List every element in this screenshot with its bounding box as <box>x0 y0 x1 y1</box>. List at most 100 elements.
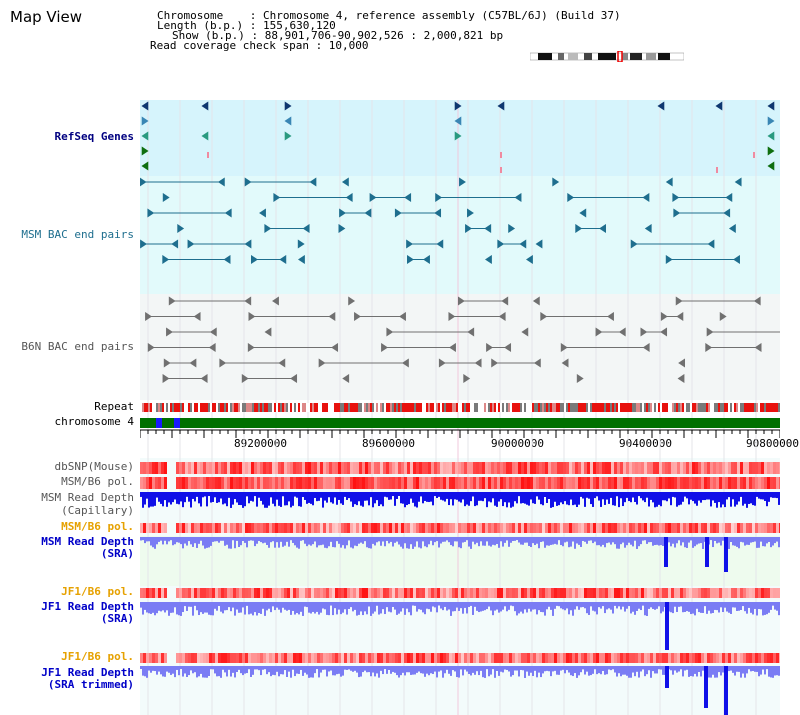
msm-sra-depth <box>198 537 200 544</box>
msm-capillary-depth <box>392 492 394 497</box>
repeat-segment <box>480 403 482 412</box>
msm-sra-depth <box>590 537 592 541</box>
track-label-chromosome[interactable]: chromosome 4 <box>54 415 134 428</box>
jf1-pol-heat <box>188 588 191 598</box>
track-label-jf1-pol[interactable]: JF1/B6 pol. <box>61 585 134 598</box>
jf1-sra-depth <box>464 602 466 608</box>
repeat-segment <box>734 403 736 412</box>
jf1-sra-depth <box>758 602 760 610</box>
dbsnp-heat <box>668 462 671 474</box>
jf1-pol-heat <box>587 588 590 598</box>
msm-pol-sra-heat <box>218 523 221 533</box>
msm-capillary-depth <box>496 492 498 507</box>
msm-capillary-depth <box>776 492 778 499</box>
track-label-msm-depth-capillary[interactable]: MSM Read Depth <box>41 491 134 504</box>
jf1-pol-heat <box>296 588 299 598</box>
dbsnp-heat <box>464 462 467 474</box>
dbsnp-heat <box>737 462 740 474</box>
dbsnp-heat <box>425 462 428 474</box>
repeat-segment <box>338 403 340 412</box>
msm-sra-depth <box>620 537 622 545</box>
msm-pol-sra-heat <box>476 523 479 533</box>
track-label-b6n-bac[interactable]: B6N BAC end pairs <box>21 340 134 353</box>
repeat-segment <box>712 403 714 412</box>
msm-sra-depth <box>310 537 312 546</box>
jf1-pol-heat <box>365 588 368 598</box>
track-label-dbsnp[interactable]: dbSNP(Mouse) <box>54 460 134 473</box>
jf1-sra-trim-depth <box>632 666 634 673</box>
repeat-segment <box>772 403 774 412</box>
repeat-segment <box>266 403 268 412</box>
msm-sra-depth <box>364 537 366 542</box>
msm-capillary-depth <box>186 492 188 497</box>
jf1-pol-trim-heat <box>284 653 287 663</box>
repeat-segment <box>260 403 262 412</box>
msm-sra-depth <box>552 537 554 545</box>
msm-capillary-depth <box>498 492 500 502</box>
msm-pol-sra-heat <box>602 523 605 533</box>
dbsnp-heat <box>716 462 719 474</box>
track-label-msm-pol[interactable]: MSM/B6 pol. <box>61 475 134 488</box>
msm-sra-depth <box>464 537 466 542</box>
msm-pol-sra-heat <box>638 523 641 533</box>
repeat-segment <box>220 403 222 412</box>
msm-pol-sra-heat <box>434 523 437 533</box>
track-label-jf1-depth[interactable]: JF1 Read Depth <box>41 600 134 613</box>
msm-pol-sra-heat <box>695 523 698 533</box>
jf1-pol-trim-heat <box>455 653 458 663</box>
msm-pol-heat <box>398 477 401 489</box>
msm-sra-depth <box>602 537 604 545</box>
msm-capillary-depth <box>556 492 558 506</box>
msm-bac-end-pair <box>345 192 353 203</box>
msm-pol-heat <box>329 477 332 489</box>
track-label-jf1-pol-trimmed[interactable]: JF1/B6 pol. <box>61 650 134 663</box>
jf1-pol-trim-heat <box>191 653 194 663</box>
msm-sra-depth <box>266 537 268 546</box>
track-label-msm-depth-sra[interactable]: MSM Read Depth <box>41 535 134 548</box>
msm-sra-depth <box>396 537 398 542</box>
msm-pol-heat <box>359 477 362 489</box>
msm-capillary-depth <box>442 492 444 501</box>
track-label-msm-bac[interactable]: MSM BAC end pairs <box>21 228 134 241</box>
dbsnp-heat <box>593 462 596 474</box>
msm-sra-depth <box>426 537 428 548</box>
track-label-refseq-genes[interactable]: RefSeq Genes <box>54 130 134 143</box>
jf1-sra-depth <box>508 602 510 610</box>
jf1-pol-trim-heat <box>509 653 512 663</box>
chromosome-ideogram[interactable] <box>530 51 684 62</box>
msm-capillary-depth <box>550 492 552 508</box>
jf1-pol-heat <box>581 588 584 598</box>
jf1-sra-depth <box>572 602 574 616</box>
msm-pol-heat <box>503 477 506 489</box>
repeat-segment <box>240 403 242 412</box>
msm-sra-depth <box>744 537 746 546</box>
track-label-repeat[interactable]: Repeat <box>94 400 134 413</box>
genome-browser-canvas[interactable] <box>140 100 780 715</box>
track-label-jf1-depth-trimmed[interactable]: JF1 Read Depth <box>41 666 134 679</box>
jf1-pol-trim-heat <box>347 653 350 663</box>
msm-pol-sra-heat <box>716 523 719 533</box>
track-label-msm-pol-sra[interactable]: MSM/B6 pol. <box>61 520 134 533</box>
jf1-sra-trim-depth <box>360 666 362 677</box>
jf1-sra-trim-depth <box>778 666 780 676</box>
msm-pol-sra-heat <box>590 523 593 533</box>
msm-pol-heat <box>605 477 608 489</box>
gene-marker <box>500 167 502 173</box>
jf1-sra-trim-depth <box>622 666 624 675</box>
msm-pol-sra-heat <box>617 523 620 533</box>
jf1-sra-trim-depth <box>424 666 426 677</box>
msm-pol-sra-heat <box>407 523 410 533</box>
repeat-segment <box>402 403 404 412</box>
msm-capillary-depth <box>542 492 544 506</box>
msm-capillary-depth <box>568 492 570 506</box>
msm-capillary-depth <box>364 492 366 501</box>
msm-sra-depth <box>690 537 692 541</box>
jf1-sra-depth <box>512 602 514 607</box>
repeat-segment <box>518 403 520 412</box>
jf1-sra-trim-depth <box>442 666 444 678</box>
jf1-sra-depth <box>436 602 438 613</box>
dbsnp-heat <box>422 462 425 474</box>
b6n-bac-end-pair <box>163 358 171 368</box>
msm-pol-sra-heat <box>614 523 617 533</box>
msm-sra-depth <box>304 537 306 544</box>
